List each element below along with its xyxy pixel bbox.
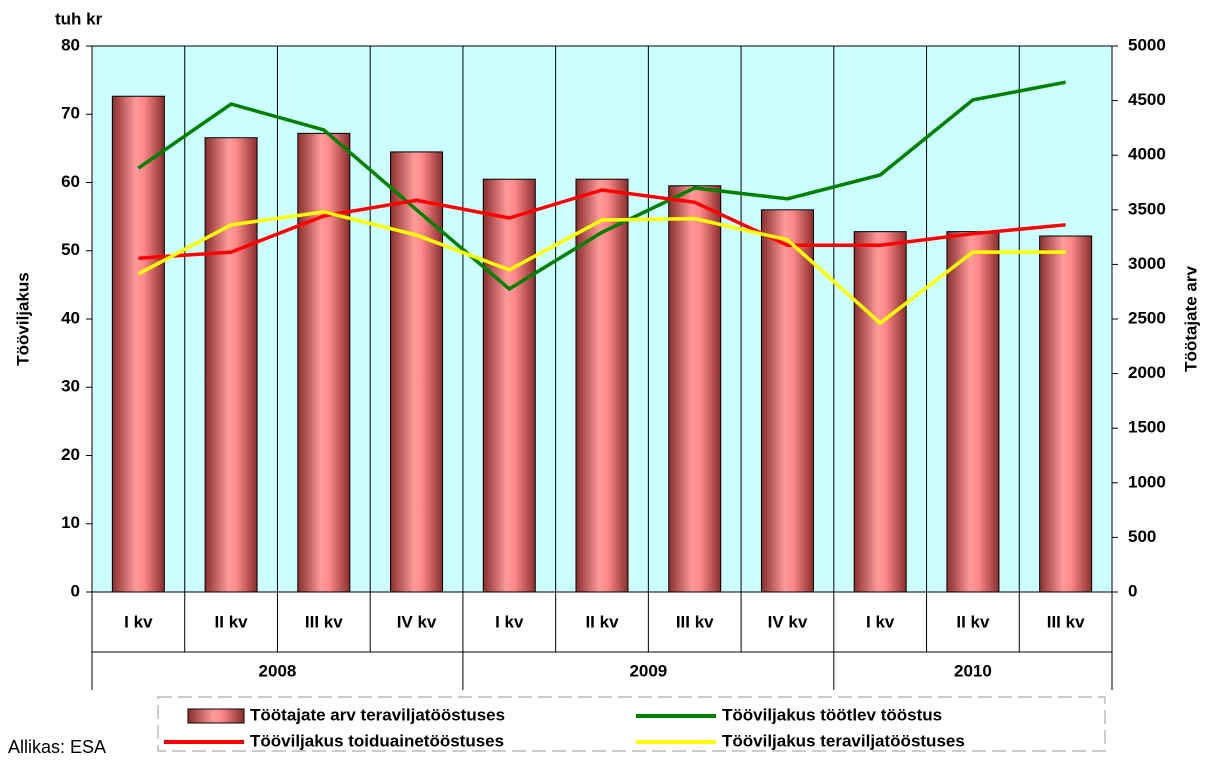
bar	[1039, 235, 1093, 593]
legend-label: Tööviljakus teraviljatööstuses	[722, 731, 965, 750]
x-tick-label: II kv	[215, 612, 249, 631]
legend-label: Tööviljakus toiduainetööstuses	[250, 731, 504, 750]
bar	[297, 132, 351, 593]
y-tick-label: 40	[61, 308, 80, 327]
y2-tick-label: 4500	[1128, 90, 1166, 109]
y-unit-label: tuh kr	[55, 9, 103, 28]
bar	[668, 185, 722, 593]
x-tick-label: III kv	[1047, 612, 1085, 631]
y-tick-label: 10	[61, 513, 80, 532]
y-tick-label: 50	[61, 240, 80, 259]
legend-label: Tööviljakus töötlev tööstus	[722, 705, 942, 724]
y-tick-label: 0	[71, 581, 80, 600]
x-tick-label: IV kv	[397, 612, 437, 631]
x-tick-label: III kv	[305, 612, 343, 631]
group-label: 2008	[259, 661, 297, 680]
y2-tick-label: 5000	[1128, 35, 1166, 54]
y-axis-title: Tööviljakus	[13, 272, 32, 366]
y2-tick-label: 3500	[1128, 199, 1166, 218]
y-tick-label: 30	[61, 377, 80, 396]
y-tick-label: 60	[61, 172, 80, 191]
y2-tick-label: 500	[1128, 527, 1156, 546]
x-tick-label: II kv	[585, 612, 619, 631]
y2-tick-label: 3000	[1128, 254, 1166, 273]
legend-swatch	[187, 708, 245, 724]
group-label: 2010	[954, 661, 992, 680]
x-tick-label: I kv	[495, 612, 524, 631]
source: Allikas: ESA	[8, 737, 106, 757]
bar	[482, 178, 536, 593]
line	[137, 80, 1066, 292]
x-tick-label: I kv	[866, 612, 895, 631]
bar	[575, 178, 629, 593]
x-tick-label: I kv	[124, 612, 153, 631]
y-tick-label: 20	[61, 445, 80, 464]
x-tick-label: III kv	[676, 612, 714, 631]
bar	[853, 231, 907, 593]
y2-tick-label: 2500	[1128, 308, 1166, 327]
y-tick-label: 70	[61, 104, 80, 123]
y2-tick-label: 4000	[1128, 145, 1166, 164]
y2-tick-label: 2000	[1128, 363, 1166, 382]
legend-box	[157, 696, 1106, 752]
y2-axis-title: Töötajate arv	[1181, 266, 1200, 372]
bar	[946, 231, 1000, 593]
x-tick-label: IV kv	[768, 612, 808, 631]
x-tick-label: II kv	[956, 612, 990, 631]
y2-tick-label: 1500	[1128, 418, 1166, 437]
y2-tick-label: 1000	[1128, 472, 1166, 491]
y2-tick-label: 0	[1128, 581, 1137, 600]
line	[137, 210, 1066, 326]
bar	[390, 151, 444, 593]
line	[138, 188, 1066, 261]
bar	[111, 95, 165, 593]
bar	[204, 137, 258, 593]
legend-label: Töötajate arv teraviljatööstuses	[250, 705, 505, 724]
bar	[760, 209, 814, 593]
y-tick-label: 80	[61, 35, 80, 54]
group-label: 2009	[629, 661, 667, 680]
